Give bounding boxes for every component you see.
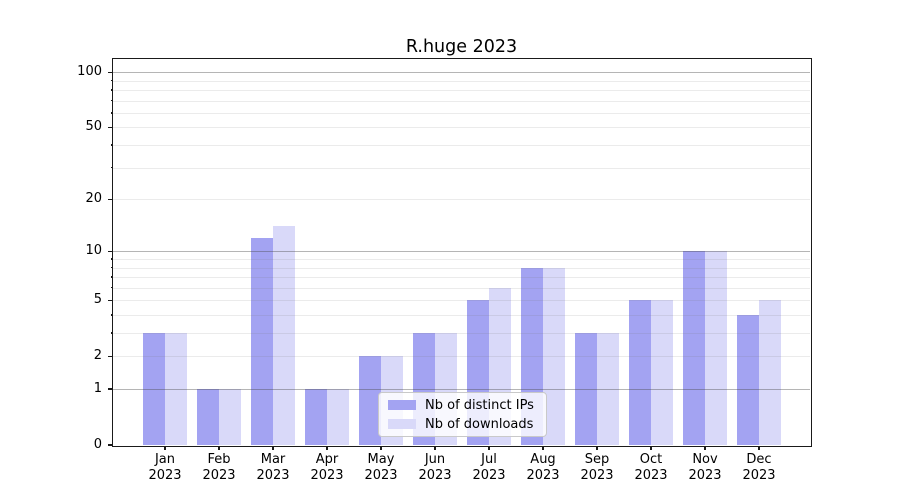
gridline-major <box>113 72 810 74</box>
gridline <box>113 300 810 302</box>
x-tick-label: Oct 2023 <box>634 452 668 483</box>
legend-swatch-distinct-ips <box>388 400 416 410</box>
bar-distinct-ips <box>683 251 705 445</box>
x-tick-label: Nov 2023 <box>688 452 722 483</box>
gridline <box>113 259 810 261</box>
x-tick <box>542 445 544 450</box>
x-tick <box>380 445 382 450</box>
y-tick <box>108 71 113 73</box>
bar-downloads <box>219 389 241 445</box>
x-tick-label: Mar 2023 <box>256 452 290 483</box>
y-tick-label: 2 <box>93 348 102 364</box>
gridline <box>113 145 810 147</box>
gridline-major <box>113 389 810 391</box>
x-tick-label: Apr 2023 <box>310 452 344 483</box>
y-tick <box>108 444 113 446</box>
y-tick-label: 10 <box>85 243 102 259</box>
bar-downloads <box>543 267 565 445</box>
legend-label-downloads: Nb of downloads <box>425 416 534 432</box>
bar-downloads <box>327 389 349 445</box>
gridline <box>113 127 810 129</box>
y-tick-label: 0 <box>93 437 102 452</box>
x-tick <box>596 445 598 450</box>
y-tick <box>108 355 113 357</box>
gridline <box>113 315 810 316</box>
bar-downloads <box>759 300 781 445</box>
x-tick-label: May 2023 <box>364 452 398 483</box>
legend: Nb of distinct IPs Nb of downloads <box>378 392 547 437</box>
y-tick <box>108 250 113 252</box>
y-tick <box>108 299 113 301</box>
bar-downloads <box>705 251 727 445</box>
bar-downloads <box>273 226 295 445</box>
plot-area <box>113 59 810 445</box>
x-tick-label: Feb 2023 <box>202 452 236 483</box>
x-tick <box>326 445 328 450</box>
x-tick <box>650 445 652 450</box>
gridline <box>113 333 810 335</box>
legend-item-distinct-ips: Nb of distinct IPs <box>388 398 537 413</box>
bar-distinct-ips <box>629 300 651 445</box>
x-tick <box>218 445 220 450</box>
bar-distinct-ips <box>305 389 327 445</box>
y-tick-label: 100 <box>77 64 102 80</box>
gridline <box>113 356 810 358</box>
gridline <box>113 277 810 279</box>
legend-item-downloads: Nb of downloads <box>388 417 537 432</box>
bar-distinct-ips <box>143 333 165 445</box>
x-tick-label: Dec 2023 <box>742 452 776 483</box>
gridline-major <box>113 251 810 253</box>
y-tick <box>108 388 113 390</box>
y-tick-label: 20 <box>85 191 102 207</box>
y-tick-label: 1 <box>93 381 102 397</box>
gridline <box>113 90 810 92</box>
x-tick-label: Jan 2023 <box>148 452 182 483</box>
x-tick <box>704 445 706 450</box>
x-tick-label: Jul 2023 <box>472 452 506 483</box>
chart-title: R.huge 2023 <box>405 37 518 57</box>
y-tick-label: 50 <box>85 119 102 135</box>
y-tick <box>108 198 113 200</box>
legend-label-distinct-ips: Nb of distinct IPs <box>425 397 534 413</box>
x-tick <box>164 445 166 450</box>
x-tick <box>758 445 760 450</box>
bar-downloads <box>597 333 619 445</box>
gridline <box>113 267 810 269</box>
x-tick-label: Jun 2023 <box>418 452 452 483</box>
bar-distinct-ips <box>359 356 381 445</box>
gridline <box>113 112 810 114</box>
bar-distinct-ips <box>575 333 597 445</box>
x-tick-label: Sep 2023 <box>580 452 614 483</box>
bar-distinct-ips <box>197 389 219 445</box>
gridline <box>113 167 810 169</box>
bar-distinct-ips <box>251 237 273 445</box>
bar-distinct-ips <box>737 315 759 445</box>
bar-downloads <box>165 333 187 445</box>
gridline <box>113 199 810 201</box>
y-tick-label: 5 <box>93 292 102 308</box>
x-tick <box>434 445 436 450</box>
x-tick <box>488 445 490 450</box>
gridline <box>113 100 810 102</box>
gridline <box>113 80 810 82</box>
x-tick-label: Aug 2023 <box>526 452 560 483</box>
bar-downloads <box>651 300 673 445</box>
y-tick <box>108 126 113 129</box>
x-tick <box>272 445 274 450</box>
gridline <box>113 287 810 289</box>
legend-swatch-downloads <box>388 419 416 429</box>
